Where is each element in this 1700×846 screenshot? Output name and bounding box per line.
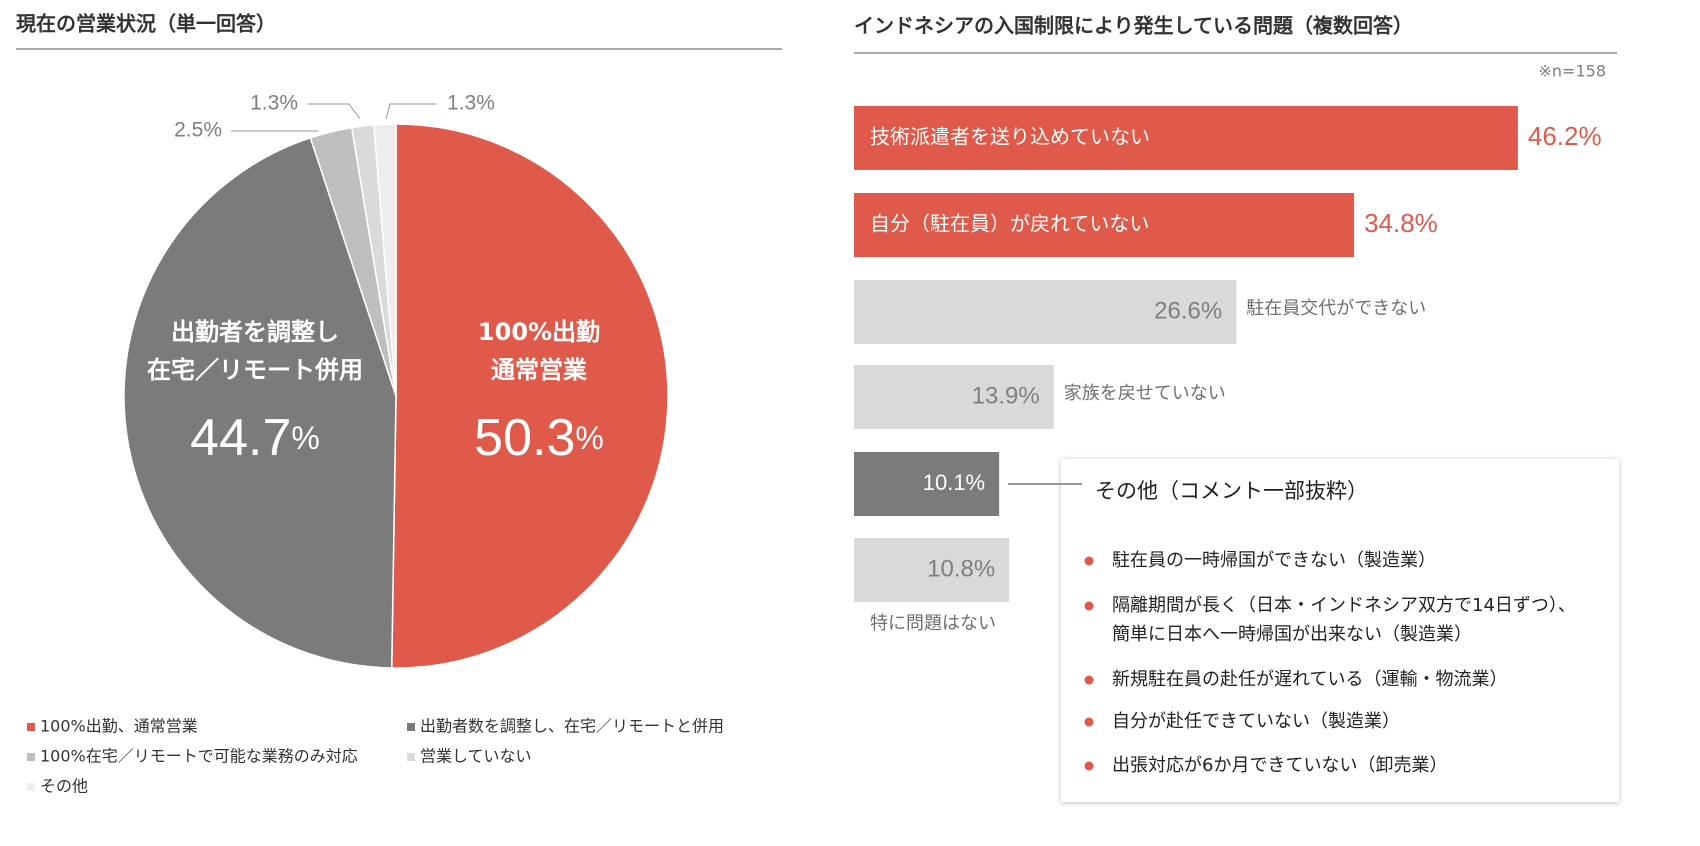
value-label: 13.9% (972, 382, 1040, 409)
legend-swatch (407, 753, 415, 761)
value-label: 26.6% (1154, 297, 1222, 324)
value-label: 46.2% (1528, 121, 1602, 151)
value-label: 34.8% (1364, 208, 1438, 238)
bar (854, 106, 1518, 170)
bullet (1084, 556, 1094, 566)
outer-value-label: 1.3% (250, 92, 298, 115)
slice-value: 44.7% (190, 409, 320, 467)
bar (854, 365, 1054, 429)
bullet (1084, 675, 1094, 685)
pie-slice (390, 123, 669, 669)
legend-swatch (27, 753, 35, 761)
comment-box (1061, 459, 1619, 802)
category-label: 家族を戻せていない (1064, 383, 1226, 404)
category-label: 駐在員交代ができない (1246, 298, 1426, 319)
legend-swatch (27, 783, 35, 791)
pie-slice (123, 136, 397, 669)
outer-value-label: 2.5% (174, 119, 222, 142)
legend-label: 100%出勤、通常営業 (40, 717, 198, 736)
legend-swatch (407, 723, 415, 731)
slice-label: 出勤者を調整し (171, 318, 339, 346)
bar (854, 280, 1237, 344)
outer-value-label: 1.3% (447, 92, 495, 115)
comment-title: その他（コメント一部抜粋） (1095, 479, 1368, 503)
bar-title: インドネシアの入国制限により発生している問題（複数回答） (854, 14, 1413, 38)
pie-title: 現在の営業状況（単一回答） (16, 12, 276, 36)
legend-swatch (27, 723, 35, 731)
bullet (1084, 601, 1094, 611)
legend-label: その他 (40, 777, 88, 796)
slice-label: 通常営業 (491, 356, 587, 384)
leader-line (385, 103, 437, 120)
bar (854, 452, 1000, 516)
leader-line (307, 103, 361, 120)
bar (854, 538, 1010, 602)
comment-line: 隔離期間が長く（日本・インドネシア双方で14日ずつ）、 (1112, 595, 1576, 616)
legend-label: 営業していない (420, 747, 532, 766)
category-label: 特に問題はない (870, 613, 996, 634)
pie-slice (373, 123, 397, 397)
value-label: 10.8% (927, 555, 995, 582)
legend-label: 出勤者数を調整し、在宅／リモートと併用 (420, 717, 724, 736)
comment-line: 出張対応が6か月できていない（卸売業） (1112, 755, 1447, 776)
value-label: 10.1% (923, 470, 985, 495)
bullet (1084, 761, 1094, 771)
slice-value: 50.3% (474, 409, 604, 467)
comment-line: 自分が赴任できていない（製造業） (1112, 711, 1400, 732)
comment-line: 駐在員の一時帰国ができない（製造業） (1112, 550, 1436, 571)
bar (854, 193, 1355, 257)
comment-line: 新規駐在員の赴任が遅れている（運輸・物流業） (1112, 669, 1507, 690)
bullet (1084, 717, 1094, 727)
note: ※n=158 (1539, 62, 1607, 81)
slice-label: 在宅／リモート併用 (147, 356, 363, 384)
slice-label: 100%出勤 (478, 318, 600, 346)
category-label: 技術派遣者を送り込めていない (870, 125, 1150, 149)
comment-line: 簡単に日本へ一時帰国が出来ない（製造業） (1112, 624, 1472, 645)
legend-label: 100%在宅／リモートで可能な業務のみ対応 (40, 747, 358, 766)
category-label: 自分（駐在員）が戻れていない (870, 212, 1149, 236)
